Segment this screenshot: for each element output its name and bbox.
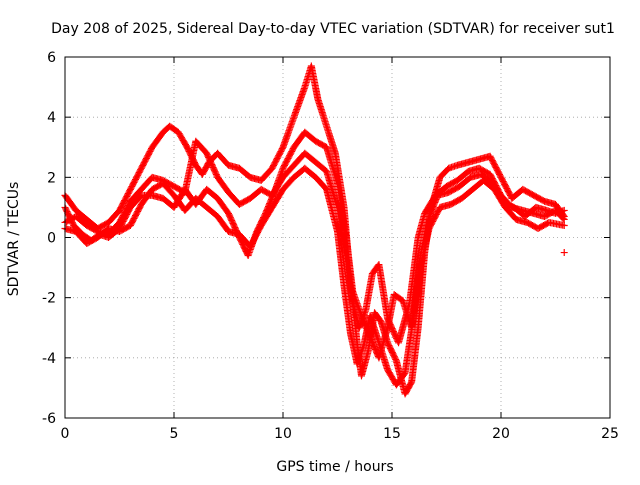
y-axis-label: SDTVAR / TECUs <box>6 182 22 297</box>
y-tick-label: -6 <box>42 411 56 427</box>
x-axis-label: GPS time / hours <box>276 459 393 475</box>
y-tick-label: 6 <box>47 50 56 66</box>
data-point-sat-track-3 <box>560 221 568 229</box>
axis-ticks: 0 5 10 15 20 25 -6 -4 -2 0 2 4 6 <box>42 50 619 442</box>
data-point-sat-track-2 <box>560 215 568 223</box>
chart-title: Day 208 of 2025, Sidereal Day-to-day VTE… <box>51 21 615 37</box>
y-tick-label: 4 <box>47 110 56 126</box>
x-tick-label: 10 <box>274 426 292 442</box>
x-tick-label: 0 <box>61 426 70 442</box>
data-points <box>61 62 568 398</box>
data-point-sat-track-2 <box>559 214 567 222</box>
y-tick-label: -2 <box>42 291 56 307</box>
data-point-sat-track-4 <box>560 206 568 214</box>
x-tick-label: 15 <box>383 426 401 442</box>
x-tick-label: 25 <box>601 426 619 442</box>
x-tick-label: 20 <box>492 426 510 442</box>
y-tick-label: 2 <box>47 170 56 186</box>
x-tick-label: 5 <box>170 426 179 442</box>
data-point-isolated-point <box>560 249 568 257</box>
y-tick-label: 0 <box>47 231 56 247</box>
y-tick-label: -4 <box>42 351 56 367</box>
